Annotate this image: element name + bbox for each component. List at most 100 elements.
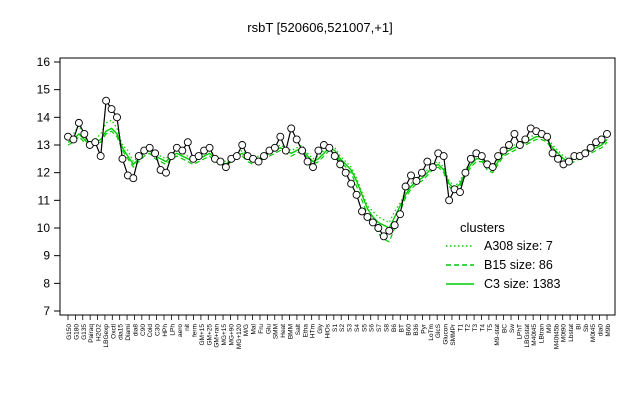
data-point [564, 157, 573, 166]
x-tick-label: BT [398, 324, 405, 332]
data-point [270, 143, 279, 152]
y-tick-label: 14 [37, 110, 51, 124]
data-point [276, 132, 285, 141]
x-tick-label: Cold [147, 324, 154, 338]
data-point [510, 129, 519, 138]
data-point [597, 135, 606, 144]
x-tick-label: dia8 [132, 324, 139, 337]
x-tick-label: S1 [332, 324, 339, 332]
data-point [151, 149, 160, 158]
data-point [385, 226, 394, 235]
data-point [325, 143, 334, 152]
data-point [336, 160, 345, 169]
data-point [167, 152, 176, 161]
y-tick-label: 7 [43, 304, 50, 318]
data-point [303, 157, 312, 166]
y-tick-label: 9 [43, 249, 50, 263]
data-line [67, 98, 608, 238]
x-tick-label: C30 [155, 324, 162, 336]
x-tick-label: GM+ran [214, 324, 221, 348]
x-tick-label: LPh [169, 324, 176, 336]
legend-entry: C3 size: 1383 [484, 277, 560, 291]
data-point [314, 146, 323, 155]
x-tick-label: C90 [140, 324, 147, 336]
x-tick-label: S2 [339, 324, 346, 332]
x-tick-label: Salt [295, 324, 302, 335]
x-tick-label: Diami [125, 324, 132, 341]
x-tick-label: SMMPr [450, 323, 457, 346]
x-tick-label: HPh [162, 324, 169, 337]
points-layer [64, 96, 611, 241]
data-point [352, 190, 361, 199]
data-point [216, 157, 225, 166]
y-tick-label: 10 [37, 221, 51, 235]
y-tick-label: 13 [37, 138, 51, 152]
x-tick-label: Lbstat [568, 324, 575, 342]
data-point [102, 96, 111, 105]
x-tick-label: Oxctl [110, 323, 117, 338]
x-tick-label: M9b [605, 324, 612, 337]
x-tick-label: MG+90 [228, 324, 235, 346]
data-point [232, 152, 241, 161]
x-tick-label: BMM [288, 324, 295, 339]
x-tick-label: MG+120 [236, 324, 243, 349]
y-axis: 7 8 9 10 11 12 13 14 15 16 [37, 55, 61, 318]
x-tick-label: T3 [472, 324, 479, 332]
data-point [330, 152, 339, 161]
x-tick-label: Etha [302, 324, 309, 338]
data-point [80, 129, 89, 138]
data-point [586, 143, 595, 152]
x-tick-label: T1 [457, 324, 464, 332]
x-tick-label: B60 [406, 324, 413, 336]
y-tick-label: 12 [37, 166, 51, 180]
data-point [162, 168, 170, 177]
x-tick-label: LBGexp [103, 324, 110, 348]
data-point [603, 129, 611, 138]
data-point [118, 154, 127, 163]
x-tick-label: Glucon [443, 324, 450, 345]
x-tick-label: MG+15 [221, 324, 228, 346]
data-point [107, 105, 116, 113]
x-tick-label: T4 [479, 324, 486, 332]
y-tick-label: 15 [37, 83, 51, 97]
x-tick-label: T2 [465, 324, 472, 332]
data-point [494, 152, 503, 161]
x-tick-label: Fru [258, 324, 265, 334]
data-point [396, 210, 405, 219]
data-point [439, 152, 448, 161]
data-point [417, 168, 426, 177]
x-tick-label: Sb [583, 324, 590, 332]
x-tick-label: B6 [391, 324, 398, 332]
x-tick-label: BC [502, 324, 509, 333]
data-point [412, 177, 421, 185]
x-tick-label: M0t90 [561, 324, 568, 342]
x-tick-label: S6 [369, 324, 376, 332]
data-point [363, 212, 372, 221]
data-point [254, 157, 263, 166]
x-tick-label: Gly [317, 323, 324, 334]
chart-title: rsbT [520606,521007,+1] [247, 20, 392, 35]
x-tick-label: M9-stat [494, 324, 501, 346]
x-tick-label: B36 [413, 324, 420, 336]
x-tick-label: GM+15 [199, 324, 206, 346]
x-tick-label: S8 [383, 324, 390, 332]
x-tick-label: LBtran [539, 324, 546, 344]
data-point [368, 218, 377, 227]
data-point [390, 221, 399, 230]
x-tick-label: M/G [243, 324, 250, 336]
data-point [499, 146, 508, 155]
x-tick-label: ferm [192, 324, 199, 337]
data-point [401, 182, 410, 191]
series-line [67, 127, 608, 229]
x-tick-label: S3 [347, 324, 354, 332]
x-tick-label: S5 [361, 324, 368, 332]
x-tick-label: nit [184, 324, 191, 331]
x-tick-label: G150 [66, 324, 73, 340]
x-tick-label: H2O2 [96, 324, 103, 341]
x-tick-label: M0t45 [590, 324, 597, 342]
x-tick-label: S7 [376, 324, 383, 332]
data-point [505, 141, 513, 149]
data-point [358, 207, 366, 216]
x-tick-label: HTm [310, 324, 317, 338]
x-tick-label: GlcS [435, 323, 442, 338]
